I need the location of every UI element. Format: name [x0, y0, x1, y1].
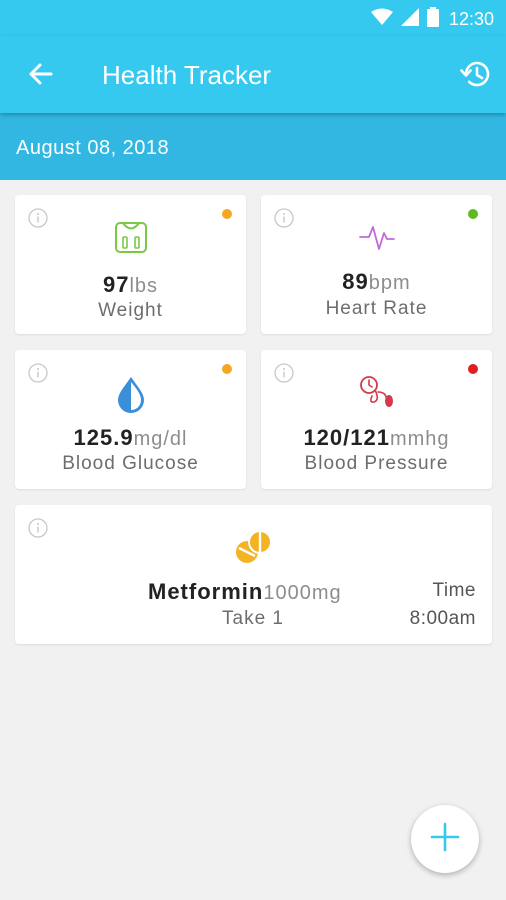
info-icon[interactable]: [274, 208, 294, 228]
history-button[interactable]: [456, 56, 496, 96]
info-icon[interactable]: [28, 363, 48, 383]
medication-time-label: Time: [432, 580, 476, 601]
date-label: August 08, 2018: [16, 137, 170, 159]
heart-rate-value-line: 89bpm: [261, 269, 492, 295]
medication-dose: 1000mg: [263, 582, 342, 604]
info-icon[interactable]: [28, 208, 48, 228]
pills-icon: [234, 529, 274, 572]
weight-label: Weight: [98, 300, 163, 321]
glucose-label: Blood Glucose: [62, 453, 199, 474]
history-icon: [460, 58, 492, 95]
info-icon[interactable]: [274, 363, 294, 383]
app-bar: Health Tracker: [0, 36, 506, 113]
medication-take: Take 1: [222, 608, 284, 629]
back-button[interactable]: [22, 58, 58, 94]
scale-icon: [15, 219, 246, 255]
bp-monitor-icon: [261, 374, 492, 410]
date-bar: August 08, 2018: [0, 113, 506, 180]
status-dot-green: [468, 209, 478, 219]
weight-value-line: 97lbs: [15, 272, 246, 298]
medication-name-line: Metformin1000mg: [148, 579, 342, 605]
status-dot-orange: [222, 209, 232, 219]
wifi-icon: [370, 8, 393, 31]
status-bar: 12:30: [0, 0, 506, 36]
heart-rate-unit: bpm: [368, 272, 411, 294]
status-icons: 12:30: [370, 7, 494, 32]
medication-card[interactable]: Metformin1000mg Take 1 Time 8:00am: [15, 505, 492, 644]
arrow-back-icon: [27, 61, 53, 92]
heart-rate-value: 89: [342, 269, 369, 294]
status-time: 12:30: [448, 9, 494, 29]
weight-unit: lbs: [129, 275, 159, 297]
plus-icon: [429, 821, 461, 858]
heart-rate-card[interactable]: 89bpm Heart Rate: [261, 195, 492, 334]
weight-value: 97: [102, 272, 130, 297]
battery-icon: [426, 7, 439, 32]
glucose-value: 125.9: [73, 425, 134, 450]
bp-unit: mmhg: [389, 428, 450, 450]
page-title: Health Tracker: [102, 60, 272, 90]
glucose-unit: mg/dl: [133, 428, 188, 450]
glucose-value-line: 125.9mg/dl: [15, 425, 246, 451]
weight-card[interactable]: 97lbs Weight: [15, 195, 246, 334]
signal-icon: [400, 8, 419, 31]
blood-glucose-card[interactable]: 125.9mg/dl Blood Glucose: [15, 350, 246, 489]
heart-rate-label: Heart Rate: [325, 298, 428, 319]
drop-icon: [15, 375, 246, 413]
medication-time-value: 8:00am: [409, 608, 476, 629]
status-dot-orange: [222, 364, 232, 374]
heartbeat-icon: [261, 219, 492, 255]
blood-pressure-card[interactable]: 120/121mmhg Blood Pressure: [261, 350, 492, 489]
info-icon[interactable]: [28, 518, 48, 538]
add-button[interactable]: [411, 805, 479, 873]
bp-value: 120/121: [303, 425, 390, 450]
medication-name: Metformin: [148, 579, 264, 604]
status-dot-red: [468, 364, 478, 374]
bp-value-line: 120/121mmhg: [261, 425, 492, 451]
bp-label: Blood Pressure: [304, 453, 449, 474]
